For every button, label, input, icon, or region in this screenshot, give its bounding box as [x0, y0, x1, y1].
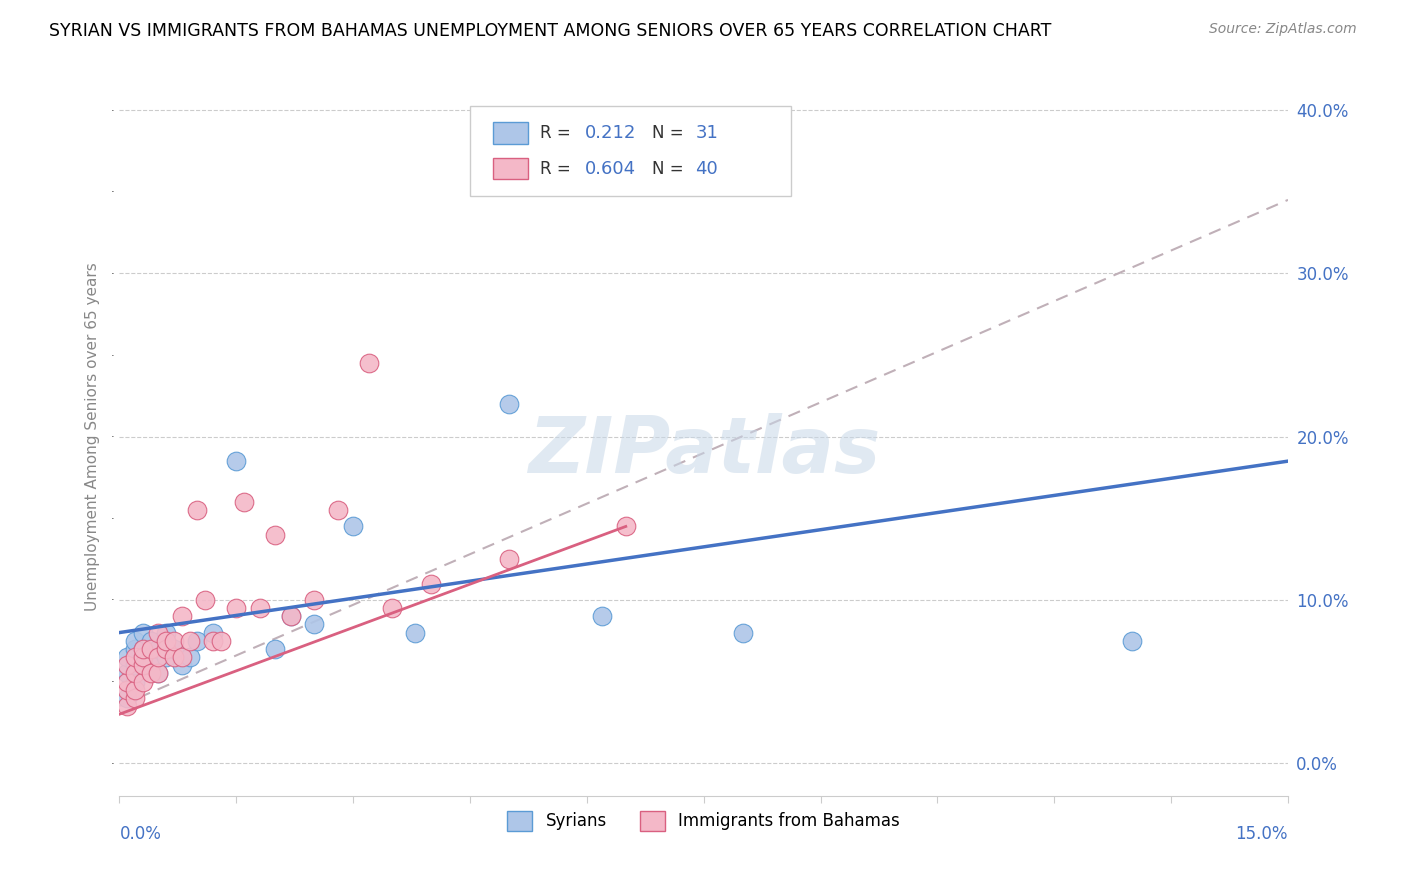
Point: [170, 650, 193, 665]
Point: [132, 650, 155, 665]
Point: [225, 601, 247, 615]
Point: [148, 625, 170, 640]
Point: [132, 650, 155, 665]
Point: [498, 397, 520, 411]
Point: [155, 633, 177, 648]
Point: [115, 699, 138, 714]
Point: [381, 601, 404, 615]
Point: [186, 503, 208, 517]
Y-axis label: Unemployment Among Seniors over 65 years: Unemployment Among Seniors over 65 years: [86, 262, 100, 611]
Point: [148, 650, 170, 665]
Text: 0.212: 0.212: [585, 124, 636, 142]
Text: R =: R =: [540, 160, 576, 178]
Point: [155, 650, 177, 665]
Point: [124, 633, 146, 648]
Text: N =: N =: [652, 160, 689, 178]
Point: [124, 650, 146, 665]
Point: [124, 682, 146, 697]
Point: [124, 690, 146, 705]
Point: [264, 641, 287, 656]
Point: [420, 576, 443, 591]
Point: [498, 552, 520, 566]
Point: [139, 633, 162, 648]
Point: [132, 625, 155, 640]
Point: [132, 641, 155, 656]
Point: [591, 609, 613, 624]
Point: [124, 641, 146, 656]
Point: [148, 666, 170, 681]
Point: [163, 650, 186, 665]
Text: 0.0%: 0.0%: [120, 824, 162, 843]
Point: [163, 633, 186, 648]
Point: [201, 625, 224, 640]
Text: 15.0%: 15.0%: [1236, 824, 1288, 843]
Point: [302, 617, 325, 632]
Point: [155, 641, 177, 656]
Text: ZIPatlas: ZIPatlas: [527, 413, 880, 489]
Point: [155, 625, 177, 640]
Point: [1121, 633, 1143, 648]
Point: [179, 650, 201, 665]
Point: [115, 674, 138, 689]
Point: [115, 666, 138, 681]
Point: [163, 641, 186, 656]
Point: [614, 519, 637, 533]
FancyBboxPatch shape: [494, 158, 529, 179]
Text: R =: R =: [540, 124, 576, 142]
Point: [209, 633, 232, 648]
Point: [170, 609, 193, 624]
Point: [280, 609, 302, 624]
Text: 40: 40: [696, 160, 718, 178]
Point: [148, 666, 170, 681]
Point: [115, 650, 138, 665]
Point: [280, 609, 302, 624]
Point: [342, 519, 364, 533]
Point: [132, 641, 155, 656]
Point: [186, 633, 208, 648]
Point: [179, 633, 201, 648]
Point: [326, 503, 349, 517]
Point: [115, 690, 138, 705]
Point: [225, 454, 247, 468]
Point: [139, 641, 162, 656]
FancyBboxPatch shape: [470, 106, 792, 196]
Point: [132, 658, 155, 673]
Point: [132, 674, 155, 689]
Text: SYRIAN VS IMMIGRANTS FROM BAHAMAS UNEMPLOYMENT AMONG SENIORS OVER 65 YEARS CORRE: SYRIAN VS IMMIGRANTS FROM BAHAMAS UNEMPL…: [49, 22, 1052, 40]
Point: [302, 593, 325, 607]
Point: [233, 495, 256, 509]
Text: N =: N =: [652, 124, 689, 142]
Point: [124, 666, 146, 681]
Point: [124, 658, 146, 673]
FancyBboxPatch shape: [494, 122, 529, 144]
Point: [115, 682, 138, 697]
Point: [148, 641, 170, 656]
Point: [201, 633, 224, 648]
Point: [124, 674, 146, 689]
Point: [731, 625, 754, 640]
Legend: Syrians, Immigrants from Bahamas: Syrians, Immigrants from Bahamas: [501, 804, 907, 838]
Point: [357, 356, 380, 370]
Text: Source: ZipAtlas.com: Source: ZipAtlas.com: [1209, 22, 1357, 37]
Point: [264, 527, 287, 541]
Point: [404, 625, 426, 640]
Point: [139, 658, 162, 673]
Text: 31: 31: [696, 124, 718, 142]
Point: [115, 658, 138, 673]
Point: [170, 658, 193, 673]
Text: 0.604: 0.604: [585, 160, 636, 178]
Point: [139, 666, 162, 681]
Point: [249, 601, 271, 615]
Point: [194, 593, 217, 607]
